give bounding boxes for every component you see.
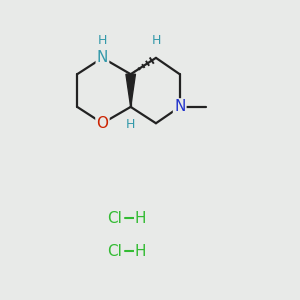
Text: Cl: Cl: [107, 244, 122, 259]
Text: H: H: [135, 244, 146, 259]
Text: H: H: [135, 211, 146, 226]
Polygon shape: [126, 74, 135, 107]
Text: N: N: [174, 99, 185, 114]
Text: Cl: Cl: [107, 211, 122, 226]
Text: H: H: [98, 34, 107, 47]
Text: H: H: [151, 34, 160, 47]
Text: N: N: [97, 50, 108, 65]
Text: H: H: [126, 118, 135, 130]
Text: O: O: [96, 116, 108, 131]
